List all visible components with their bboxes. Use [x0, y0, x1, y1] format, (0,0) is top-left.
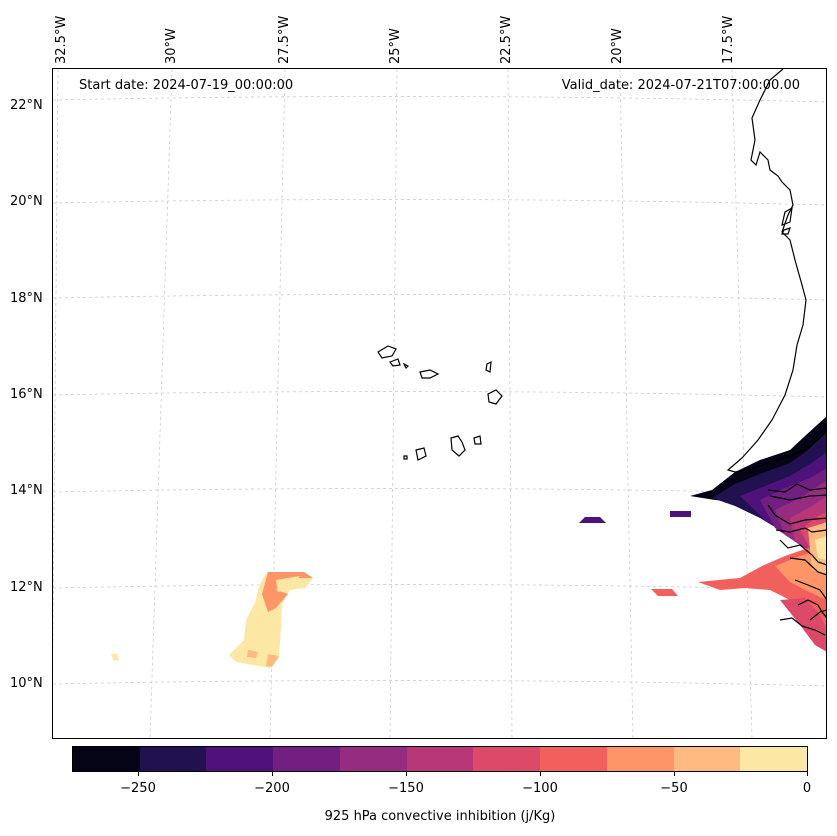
map-frame — [52, 68, 827, 739]
colorbar-bin — [339, 747, 407, 771]
lon-label-30w: 30°W — [164, 28, 179, 64]
colorbar-bin — [540, 747, 607, 771]
colorbar-bin — [473, 747, 541, 771]
lon-label-20w: 20°W — [610, 28, 625, 64]
colorbar-tick-label: −150 — [388, 781, 424, 796]
colorbar-bin — [606, 747, 674, 771]
colorbar-tick-label: −200 — [254, 781, 290, 796]
lat-label-10n: 10°N — [10, 676, 43, 691]
latitude-gridlines — [53, 96, 826, 687]
cin-field — [111, 416, 826, 668]
valid-date-label: Valid_date: 2024-07-21T07:00:00.00 — [561, 78, 800, 93]
lat-label-18n: 18°N — [10, 291, 43, 306]
lon-label-17-5w: 17.5°W — [721, 15, 736, 64]
colorbar-tick-label: −100 — [522, 781, 558, 796]
lon-label-25w: 25°W — [388, 28, 403, 64]
colorbar — [72, 746, 808, 772]
lat-label-16n: 16°N — [10, 387, 43, 402]
colorbar-bin — [139, 747, 207, 771]
cape-verde-islands — [377, 345, 503, 461]
colorbar-bin — [206, 747, 274, 771]
lat-label-22n: 22°N — [10, 98, 43, 113]
lat-label-14n: 14°N — [10, 483, 43, 498]
coastline — [726, 69, 826, 636]
colorbar-tick-label: −250 — [120, 781, 156, 796]
start-date-label: Start date: 2024-07-19_00:00:00 — [79, 78, 294, 93]
colorbar-bin — [673, 747, 741, 771]
colorbar-bin — [406, 747, 474, 771]
longitude-gridlines — [53, 69, 753, 738]
lon-label-27-5w: 27.5°W — [277, 15, 292, 64]
lat-label-20n: 20°N — [10, 194, 43, 209]
colorbar-title: 925 hPa convective inhibition (j/Kg) — [324, 809, 556, 824]
colorbar-bin — [273, 747, 340, 771]
lat-label-12n: 12°N — [10, 580, 43, 595]
colorbar-bin — [73, 747, 140, 771]
colorbar-bin — [740, 747, 808, 771]
colorbar-tick-label: −50 — [660, 781, 688, 796]
lon-label-32-5w: 32.5°W — [54, 15, 69, 64]
colorbar-tick-label: 0 — [802, 781, 812, 796]
lon-label-22-5w: 22.5°W — [499, 15, 514, 64]
